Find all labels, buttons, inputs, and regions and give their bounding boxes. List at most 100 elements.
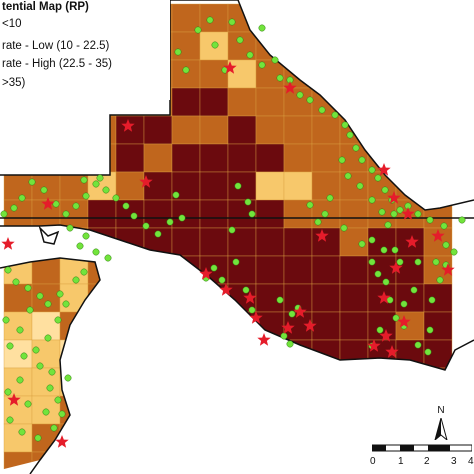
star-marker (293, 305, 307, 318)
sample-point (450, 248, 458, 256)
sample-point (104, 254, 112, 262)
grid-cell (255, 367, 285, 397)
sample-point (376, 326, 384, 334)
star-marker (283, 81, 297, 94)
sample-point (2, 316, 10, 324)
sample-point (358, 156, 366, 164)
grid-cell (171, 115, 201, 145)
grid-cell (283, 451, 313, 470)
grid-cell (311, 451, 341, 470)
grid-cell (31, 171, 61, 201)
sample-point (344, 172, 352, 180)
sample-point (76, 242, 84, 250)
sample-point (0, 210, 8, 218)
grid-cell (423, 87, 453, 117)
sample-point (206, 16, 214, 24)
grid-cell (3, 199, 33, 229)
grid-cell (255, 339, 285, 369)
star-marker (385, 345, 399, 358)
grid-cell (115, 367, 145, 397)
grid-cell (87, 367, 117, 397)
grid-cell (3, 143, 33, 173)
sample-point (258, 24, 266, 32)
grid-cell (395, 115, 425, 145)
grid-cell (367, 367, 397, 397)
star-marker (139, 175, 153, 188)
grid-cell (311, 171, 341, 201)
grid-cell (311, 367, 341, 397)
sample-point (374, 174, 382, 182)
grid-cell (255, 143, 285, 173)
sample-point (66, 224, 74, 232)
sample-point (368, 236, 376, 244)
sample-point (194, 26, 202, 34)
grid-cell (395, 143, 425, 173)
grid-cell (283, 395, 313, 425)
star-marker (405, 235, 419, 248)
grid-cell (3, 171, 33, 201)
grid-cell (255, 227, 285, 257)
grid-cell (87, 395, 117, 425)
grid-cell (199, 311, 229, 341)
star-marker (219, 283, 233, 296)
sample-point (4, 388, 12, 396)
grid-cell (143, 395, 173, 425)
grid-cell (115, 339, 145, 369)
sample-point (72, 202, 80, 210)
grid-cell (311, 3, 341, 33)
sample-point (396, 258, 404, 266)
grid-cell (255, 395, 285, 425)
grid-cell (31, 451, 61, 470)
grid-cell (87, 115, 117, 145)
grid-cell (115, 283, 145, 313)
grid-cell (199, 423, 229, 453)
grid-cell (227, 115, 257, 145)
sample-point (82, 232, 90, 240)
grid-cell (227, 339, 257, 369)
grid-cell (423, 59, 453, 89)
sample-point (62, 210, 70, 218)
sample-point (440, 222, 448, 230)
sample-point (338, 156, 346, 164)
sample-point (82, 192, 90, 200)
sample-point (356, 182, 364, 190)
sample-point (6, 416, 14, 424)
grid-cell (339, 395, 369, 425)
legend: tential Map (RP) <10 rate - Low (10 - 22… (0, 0, 170, 100)
grid-cell (171, 311, 201, 341)
grid-cell (3, 311, 33, 341)
sample-point (178, 214, 186, 222)
grid-cell (59, 395, 89, 425)
sample-point (258, 61, 266, 69)
grid-cell (171, 31, 201, 61)
sample-point (280, 332, 288, 340)
sample-point (276, 296, 284, 304)
sample-point (314, 218, 322, 226)
sample-point (326, 194, 334, 202)
grid-cell (3, 423, 33, 453)
sample-point (40, 186, 48, 194)
grid-cell (87, 227, 117, 257)
grid-cell (423, 171, 453, 201)
grid-cell (171, 143, 201, 173)
sample-point (378, 208, 386, 216)
grid-cell (171, 87, 201, 117)
sample-point (18, 194, 26, 202)
sample-point (48, 368, 56, 376)
sample-point (172, 191, 180, 199)
grid-cell (255, 255, 285, 285)
star-marker (389, 261, 403, 274)
sample-point (28, 178, 36, 186)
grid-cell (115, 227, 145, 257)
grid-cell (227, 59, 257, 89)
grid-cell (311, 115, 341, 145)
grid-cell (339, 87, 369, 117)
sample-point (64, 374, 72, 382)
grid-cell (395, 395, 425, 425)
sample-point (50, 424, 58, 432)
sample-point (24, 400, 32, 408)
sample-point (4, 266, 12, 274)
legend-item-moderate-high: rate - High (22.5 - 35) (2, 58, 112, 70)
sample-point (52, 200, 60, 208)
sample-point (341, 121, 349, 129)
